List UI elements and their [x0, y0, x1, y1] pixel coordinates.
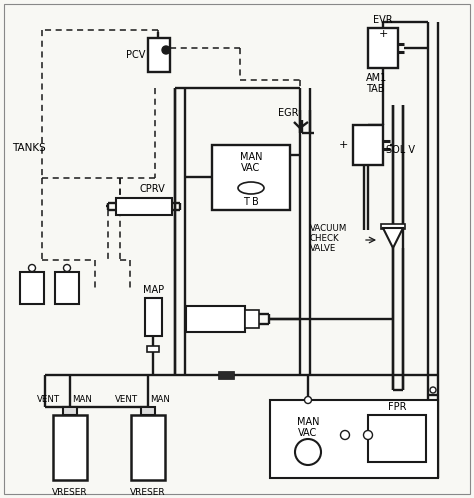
- Text: VAC: VAC: [241, 163, 261, 173]
- Circle shape: [340, 430, 349, 440]
- Bar: [212, 145, 290, 210]
- Bar: [186, 306, 245, 332]
- Bar: [131, 415, 165, 480]
- Text: VRESER: VRESER: [52, 488, 88, 497]
- Circle shape: [295, 439, 321, 465]
- Text: PCV: PCV: [126, 50, 145, 60]
- Text: TAB: TAB: [366, 84, 384, 94]
- Text: MAN: MAN: [297, 417, 319, 427]
- Bar: [148, 38, 170, 72]
- Polygon shape: [383, 228, 403, 248]
- Bar: [20, 272, 44, 304]
- Circle shape: [162, 46, 170, 54]
- Bar: [368, 415, 426, 462]
- Bar: [270, 400, 438, 478]
- Bar: [368, 28, 398, 68]
- Text: EVR: EVR: [373, 15, 393, 25]
- Circle shape: [430, 387, 436, 393]
- Bar: [353, 125, 383, 165]
- Bar: [381, 224, 405, 229]
- Bar: [245, 310, 259, 328]
- Bar: [55, 272, 79, 304]
- Text: VALVE: VALVE: [310, 244, 337, 252]
- Bar: [116, 198, 172, 215]
- Bar: [218, 371, 234, 379]
- Text: MAN: MAN: [240, 152, 262, 162]
- Text: +: +: [338, 140, 348, 150]
- Bar: [147, 346, 159, 352]
- Circle shape: [364, 430, 373, 440]
- Text: T B: T B: [243, 197, 259, 207]
- Text: VENT: VENT: [37, 394, 60, 403]
- Text: VACUUM: VACUUM: [310, 224, 347, 233]
- Text: CHECK: CHECK: [310, 234, 340, 243]
- Ellipse shape: [238, 182, 264, 194]
- Text: MAN: MAN: [150, 394, 170, 403]
- Text: EGR: EGR: [279, 108, 299, 118]
- Text: +: +: [378, 29, 388, 39]
- Text: MAP: MAP: [143, 285, 164, 295]
- Bar: [63, 407, 77, 415]
- Text: VAC: VAC: [298, 428, 318, 438]
- Circle shape: [64, 264, 71, 271]
- Circle shape: [304, 396, 311, 403]
- Bar: [53, 415, 87, 480]
- Text: AM1: AM1: [366, 73, 387, 83]
- Text: VRESER: VRESER: [130, 488, 166, 497]
- Text: TANKS: TANKS: [12, 143, 46, 153]
- Bar: [145, 298, 162, 336]
- Text: FPR: FPR: [388, 402, 406, 412]
- Text: MAN: MAN: [72, 394, 92, 403]
- Text: SOL V: SOL V: [386, 145, 415, 155]
- Text: CPRV: CPRV: [139, 184, 165, 194]
- Circle shape: [28, 264, 36, 271]
- Text: VENT: VENT: [115, 394, 138, 403]
- Bar: [141, 407, 155, 415]
